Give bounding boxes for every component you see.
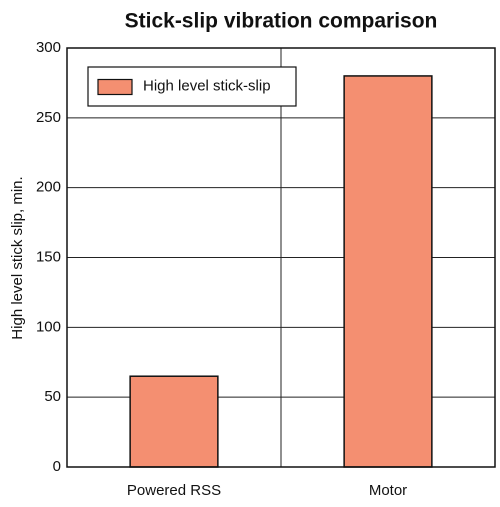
y-axis-label: High level stick slip, min.	[9, 176, 26, 339]
legend-swatch	[97, 78, 133, 96]
y-tick-label: 50	[44, 388, 61, 405]
bar	[343, 75, 433, 468]
y-tick-label: 200	[36, 179, 61, 196]
y-tick-label: 0	[53, 458, 61, 475]
legend-label: High level stick-slip	[143, 77, 271, 94]
x-tick-label: Powered RSS	[127, 482, 221, 499]
bar	[129, 375, 219, 468]
plot-border	[66, 47, 496, 468]
x-tick-label: Motor	[369, 482, 407, 499]
y-tick-label: 300	[36, 39, 61, 56]
y-tick-label: 100	[36, 318, 61, 335]
y-tick-label: 250	[36, 109, 61, 126]
chart-title: Stick-slip vibration comparison	[125, 10, 438, 33]
y-tick-label: 150	[36, 248, 61, 265]
